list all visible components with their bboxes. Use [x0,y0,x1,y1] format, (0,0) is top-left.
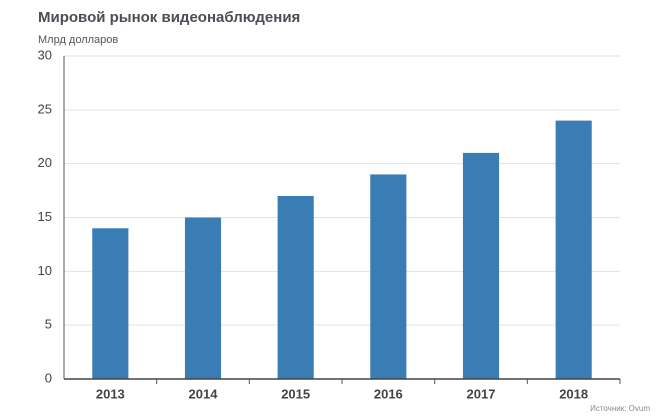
y-tick-label: 15 [38,209,52,224]
y-tick-label: 20 [38,155,52,170]
x-tick-label: 2017 [467,386,496,401]
y-tick-label: 10 [38,263,52,278]
x-tick-label: 2014 [189,386,219,401]
bar [370,174,407,379]
bar [277,195,314,379]
chart-title: Мировой рынок видеонаблюдения [38,9,300,26]
x-tick-label: 2016 [374,386,403,401]
bar [555,120,592,379]
bar [462,152,500,379]
x-tick-label: 2015 [281,386,310,401]
x-tick-label: 2013 [96,386,125,401]
y-tick-label: 30 [38,47,52,62]
source-note: Источник: Ovum [590,404,650,413]
x-tick-label: 2018 [559,386,588,401]
y-axis-label: Млрд долларов [38,34,118,46]
y-tick-label: 5 [45,317,52,332]
y-tick-label: 25 [38,101,52,116]
y-tick-label: 0 [45,370,52,385]
bar [92,228,129,379]
bar [184,217,222,379]
